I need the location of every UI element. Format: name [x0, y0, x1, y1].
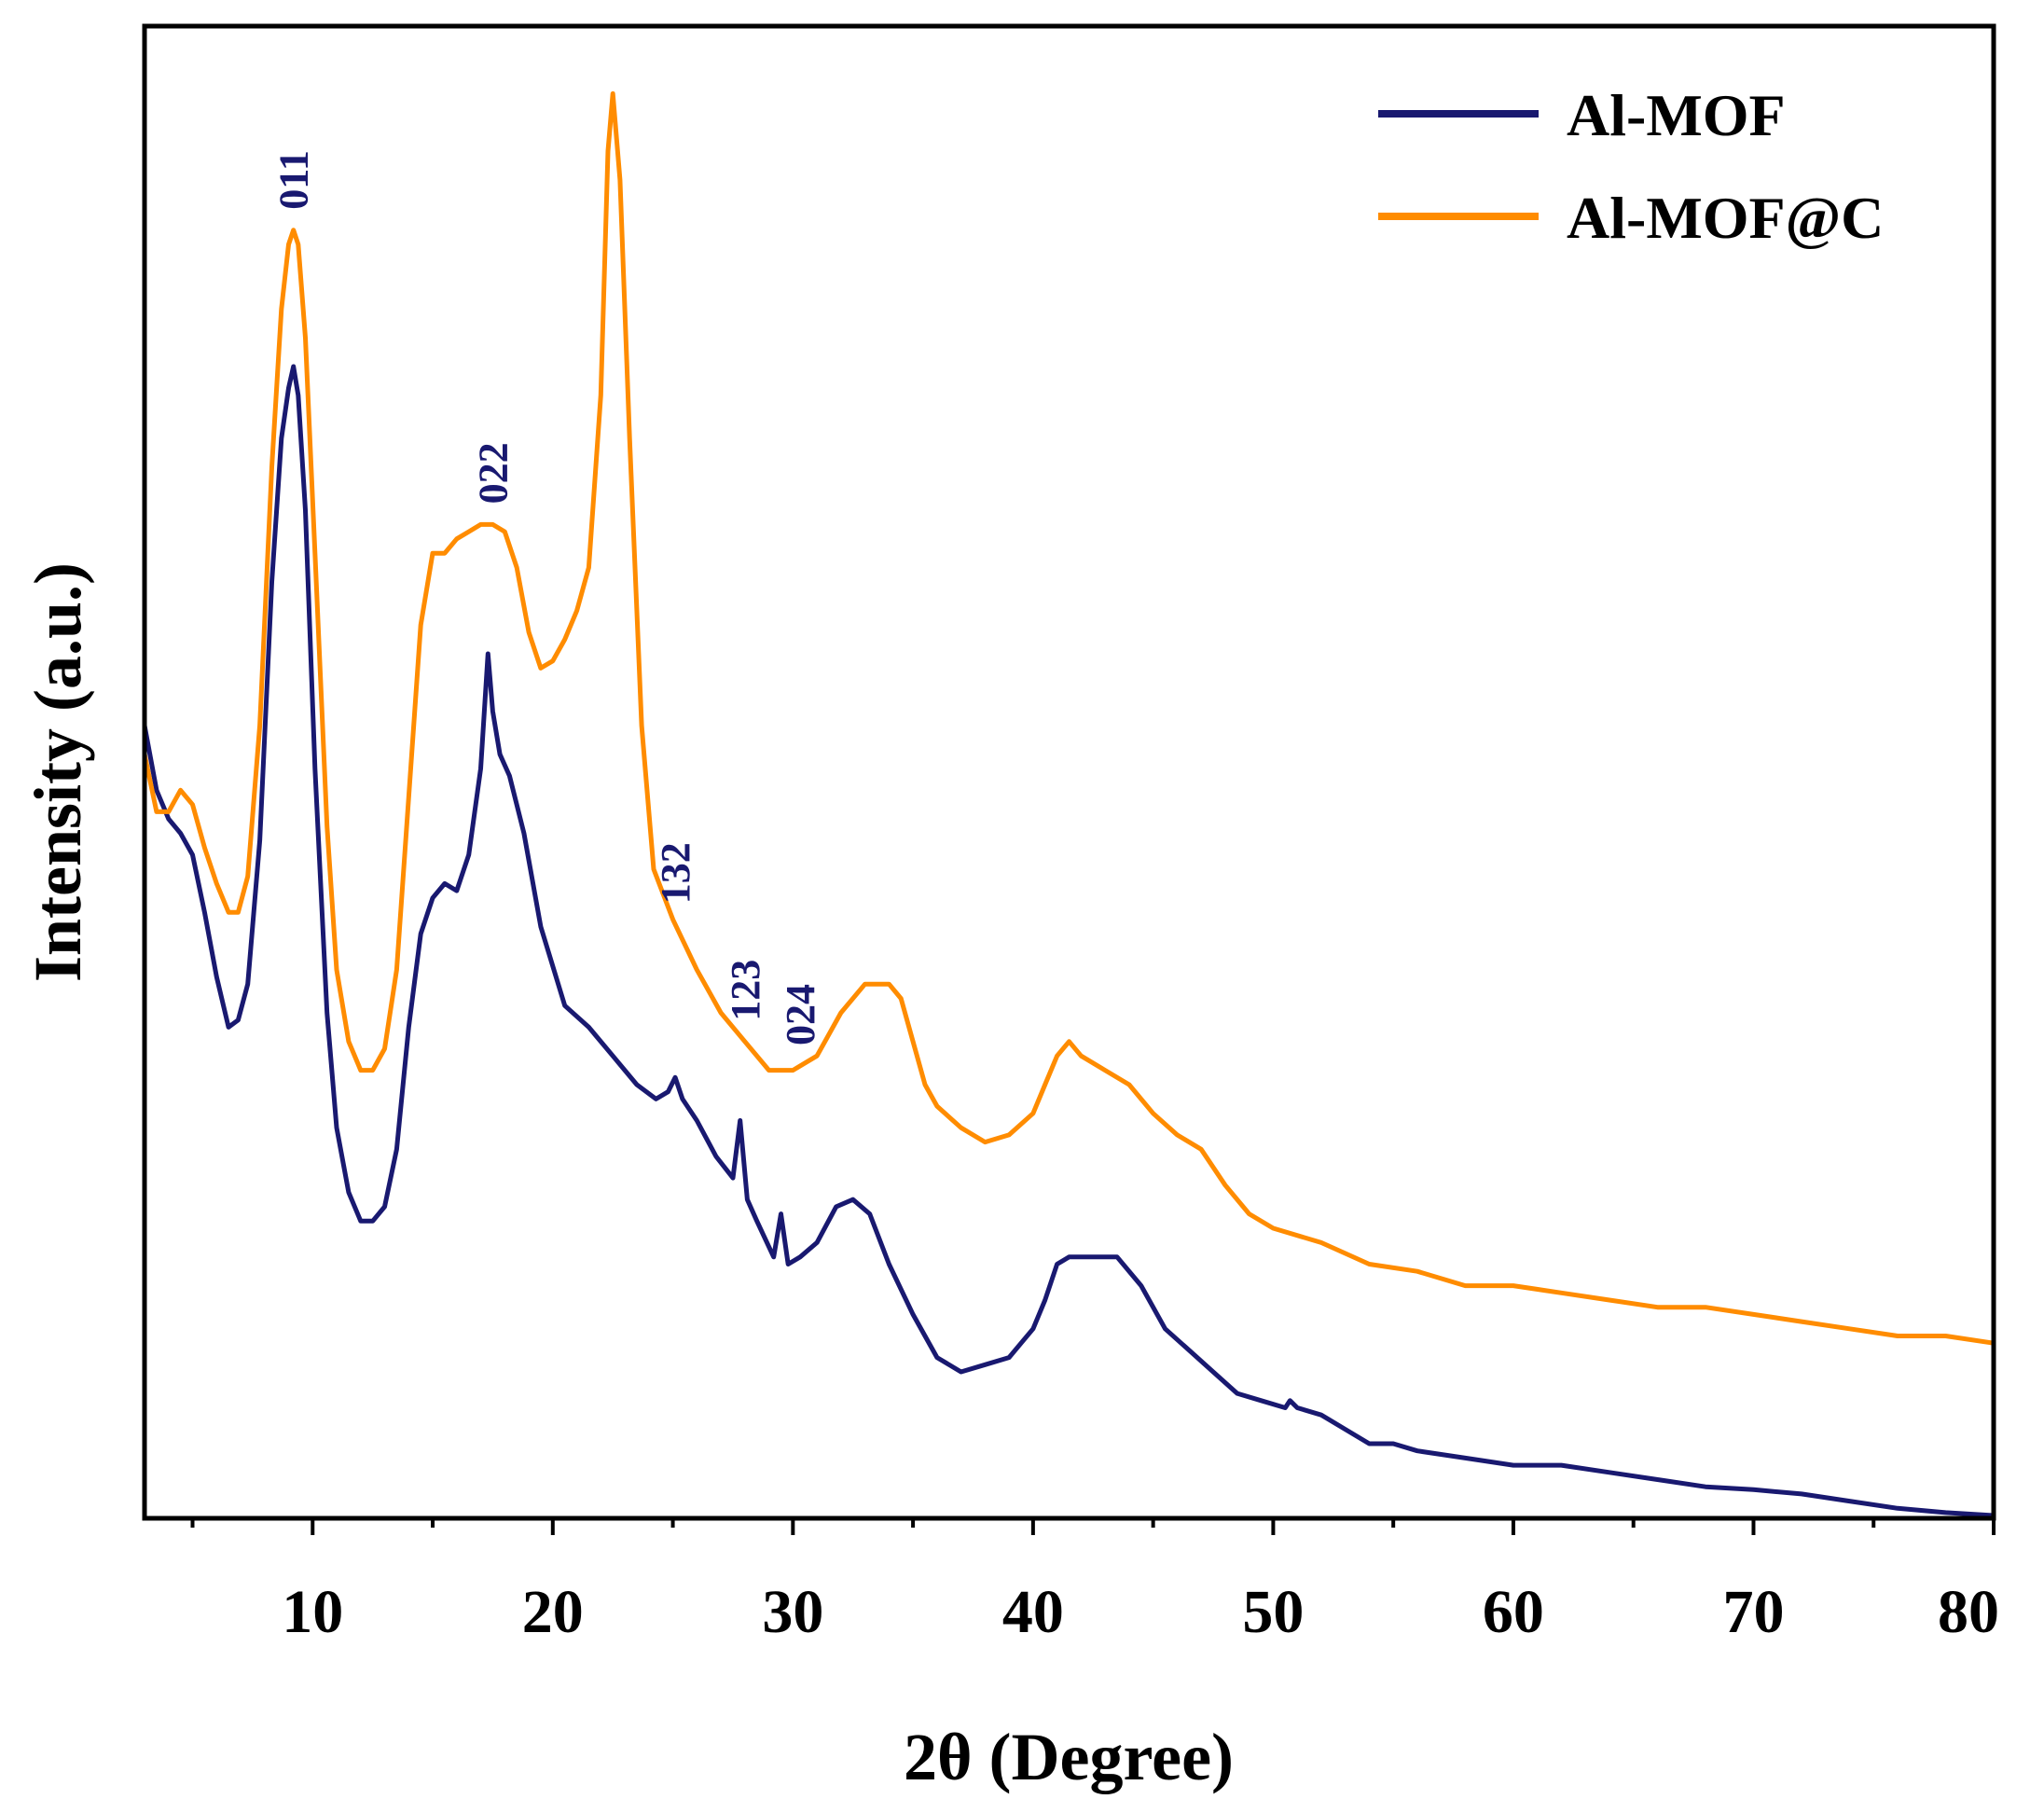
x-tick-label-20: 20	[522, 1578, 584, 1646]
x-tick-label-40: 40	[1002, 1578, 1064, 1646]
x-tick-label-60: 60	[1483, 1578, 1544, 1646]
series-line-al-mof-c	[142, 90, 1995, 1346]
plot-lines	[142, 90, 1995, 1518]
peak-label-123: 123	[723, 960, 768, 1021]
legend-label-al-mof: Al-MOF	[1567, 82, 1786, 148]
peak-label-132: 132	[653, 842, 698, 904]
x-tick-label-70: 70	[1722, 1578, 1784, 1646]
peak-label-024: 024	[778, 984, 823, 1045]
y-axis-title: Intensity (a.u.)	[21, 562, 95, 982]
legend-label-al-mof-c: Al-MOF@C	[1567, 185, 1884, 251]
series-line-al-mof	[142, 364, 1995, 1518]
legend: Al-MOF Al-MOF@C	[1378, 82, 1884, 251]
peak-annotations: 011 022 132 123 024	[271, 150, 823, 1045]
peak-label-011: 011	[271, 150, 317, 210]
x-axis-title: 2θ (Degree)	[904, 1720, 1234, 1794]
x-axis-ticks: 10 20 30 40 50 60 70 80	[190, 1518, 1999, 1646]
plot-frame	[142, 23, 1996, 1521]
x-tick-label-30: 30	[762, 1578, 823, 1646]
peak-label-022: 022	[470, 442, 516, 504]
x-tick-label-50: 50	[1242, 1578, 1304, 1646]
x-tick-label-10: 10	[282, 1578, 343, 1646]
x-tick-label-80: 80	[1938, 1578, 1999, 1646]
